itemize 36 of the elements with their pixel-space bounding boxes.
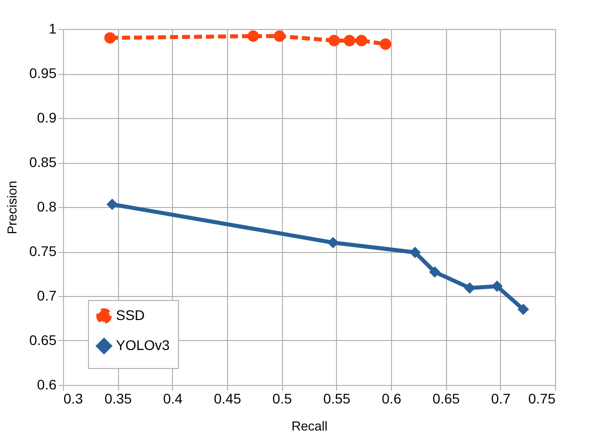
point xyxy=(104,32,116,44)
y-tick-label: 0.65 xyxy=(29,332,57,348)
point xyxy=(344,34,356,46)
x-tick-label: 0.4 xyxy=(163,390,183,406)
y-tick-label: 0.9 xyxy=(37,110,57,126)
legend-label: YOLOv3 xyxy=(116,337,170,353)
y-tick-label: 0.7 xyxy=(37,288,57,304)
x-tick-label: 0.65 xyxy=(432,390,460,406)
point xyxy=(327,236,339,248)
y-tick-label: 0.8 xyxy=(37,198,57,214)
x-tick-label: 0.35 xyxy=(104,390,132,406)
x-tick-label: 0.75 xyxy=(528,390,556,406)
y-tick-label: 0.6 xyxy=(37,376,57,392)
y-axis-title: Precision xyxy=(4,180,20,234)
point xyxy=(274,30,286,42)
point xyxy=(380,38,392,50)
y-tick-label: 0.95 xyxy=(29,65,57,81)
x-axis-title: Recall xyxy=(291,418,328,434)
x-tick-label: 0.45 xyxy=(214,390,242,406)
x-tick-label: 0.5 xyxy=(272,390,292,406)
point xyxy=(409,246,421,258)
y-tick-label: 1 xyxy=(48,20,57,36)
x-tick-label: 0.6 xyxy=(382,390,402,406)
point xyxy=(429,266,440,278)
point xyxy=(106,198,118,210)
point xyxy=(464,282,476,294)
x-tick-label: 0.7 xyxy=(491,390,511,406)
point xyxy=(518,304,529,316)
x-tick-label: 0.3 xyxy=(64,390,84,406)
x-tick-label: 0.55 xyxy=(323,390,351,406)
y-tick-label: 0.85 xyxy=(29,154,57,170)
y-tick-label: 0.75 xyxy=(29,243,57,259)
point xyxy=(356,34,368,46)
point xyxy=(248,30,259,42)
legend-label: SSD xyxy=(116,307,145,323)
point xyxy=(328,34,340,46)
